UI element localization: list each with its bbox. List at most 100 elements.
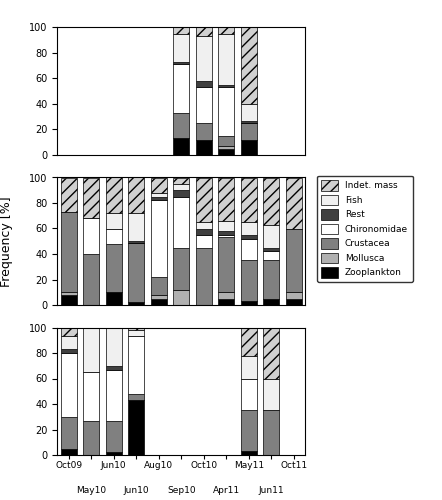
Bar — [151, 178, 167, 193]
Bar — [128, 213, 144, 242]
Bar — [196, 81, 212, 87]
Bar — [151, 200, 167, 277]
Bar — [61, 349, 76, 353]
Bar — [241, 28, 257, 104]
Bar — [84, 289, 99, 302]
Bar — [263, 224, 279, 248]
Bar — [286, 228, 301, 292]
Legend: Indet. mass, Fish, Rest, Chironomidae, Crustacea, Mollusca, Zooplankton: Indet. mass, Fish, Rest, Chironomidae, C… — [317, 176, 412, 282]
Bar — [84, 218, 99, 254]
Bar — [196, 140, 212, 155]
Bar — [128, 400, 144, 455]
Bar — [196, 28, 212, 36]
Text: May10: May10 — [76, 486, 106, 494]
Bar — [173, 196, 189, 248]
Bar — [241, 410, 257, 451]
Bar — [173, 184, 189, 190]
Bar — [286, 178, 301, 228]
Bar — [106, 244, 122, 292]
Bar — [61, 328, 76, 336]
Bar — [173, 64, 189, 113]
Bar — [241, 123, 257, 140]
Text: Jun10: Jun10 — [123, 486, 149, 494]
Bar — [263, 178, 279, 224]
Bar — [196, 228, 212, 235]
Bar — [218, 146, 234, 148]
Bar — [218, 298, 234, 305]
Bar — [196, 222, 212, 228]
Bar — [241, 238, 257, 260]
Bar — [106, 213, 122, 228]
Bar — [286, 292, 301, 298]
Bar — [106, 292, 122, 305]
Bar — [196, 36, 212, 81]
Bar — [218, 34, 234, 85]
Bar — [218, 178, 234, 221]
Bar — [173, 248, 189, 290]
Bar — [241, 356, 257, 378]
Bar — [84, 372, 99, 420]
Bar — [61, 448, 76, 455]
Bar — [106, 178, 122, 213]
Bar — [84, 254, 99, 305]
Text: Apr11: Apr11 — [213, 486, 240, 494]
Bar — [196, 248, 212, 305]
Bar — [218, 28, 234, 34]
Bar — [241, 235, 257, 238]
Bar — [241, 301, 257, 305]
Text: Frequency [%]: Frequency [%] — [0, 196, 13, 286]
Bar — [173, 34, 189, 62]
Bar — [241, 140, 257, 155]
Bar — [263, 248, 279, 252]
Bar — [61, 417, 76, 448]
Bar — [128, 394, 144, 400]
Bar — [106, 366, 122, 370]
Bar — [151, 295, 167, 298]
Bar — [286, 298, 301, 305]
Bar — [241, 451, 257, 455]
Bar — [263, 328, 279, 378]
Bar — [173, 138, 189, 155]
Bar — [241, 120, 257, 123]
Bar — [173, 178, 189, 184]
Bar — [241, 260, 257, 301]
Bar — [241, 378, 257, 410]
Bar — [61, 178, 76, 212]
Bar — [241, 222, 257, 235]
Bar — [263, 410, 279, 455]
Bar — [173, 113, 189, 138]
Bar — [106, 370, 122, 420]
Bar — [106, 420, 122, 452]
Text: Sep10: Sep10 — [167, 486, 195, 494]
Bar — [241, 178, 257, 222]
Bar — [196, 88, 212, 123]
Bar — [263, 378, 279, 410]
Bar — [263, 298, 279, 305]
Bar — [218, 88, 234, 136]
Bar — [218, 221, 234, 231]
Bar — [151, 277, 167, 295]
Bar — [218, 148, 234, 155]
Bar — [84, 178, 99, 218]
Bar — [84, 420, 99, 455]
Bar — [173, 190, 189, 196]
Bar — [173, 28, 189, 34]
Bar — [128, 330, 144, 336]
Bar — [128, 242, 144, 302]
Bar — [196, 123, 212, 140]
Bar — [84, 302, 99, 372]
Bar — [128, 302, 144, 305]
Bar — [151, 196, 167, 200]
Bar — [218, 136, 234, 146]
Bar — [196, 178, 212, 222]
Bar — [241, 328, 257, 355]
Bar — [106, 228, 122, 244]
Bar — [106, 452, 122, 455]
Bar — [61, 292, 76, 295]
Bar — [128, 336, 144, 394]
Bar — [263, 252, 279, 260]
Bar — [263, 260, 279, 298]
Bar — [196, 235, 212, 248]
Bar — [218, 238, 234, 292]
Bar — [61, 212, 76, 292]
